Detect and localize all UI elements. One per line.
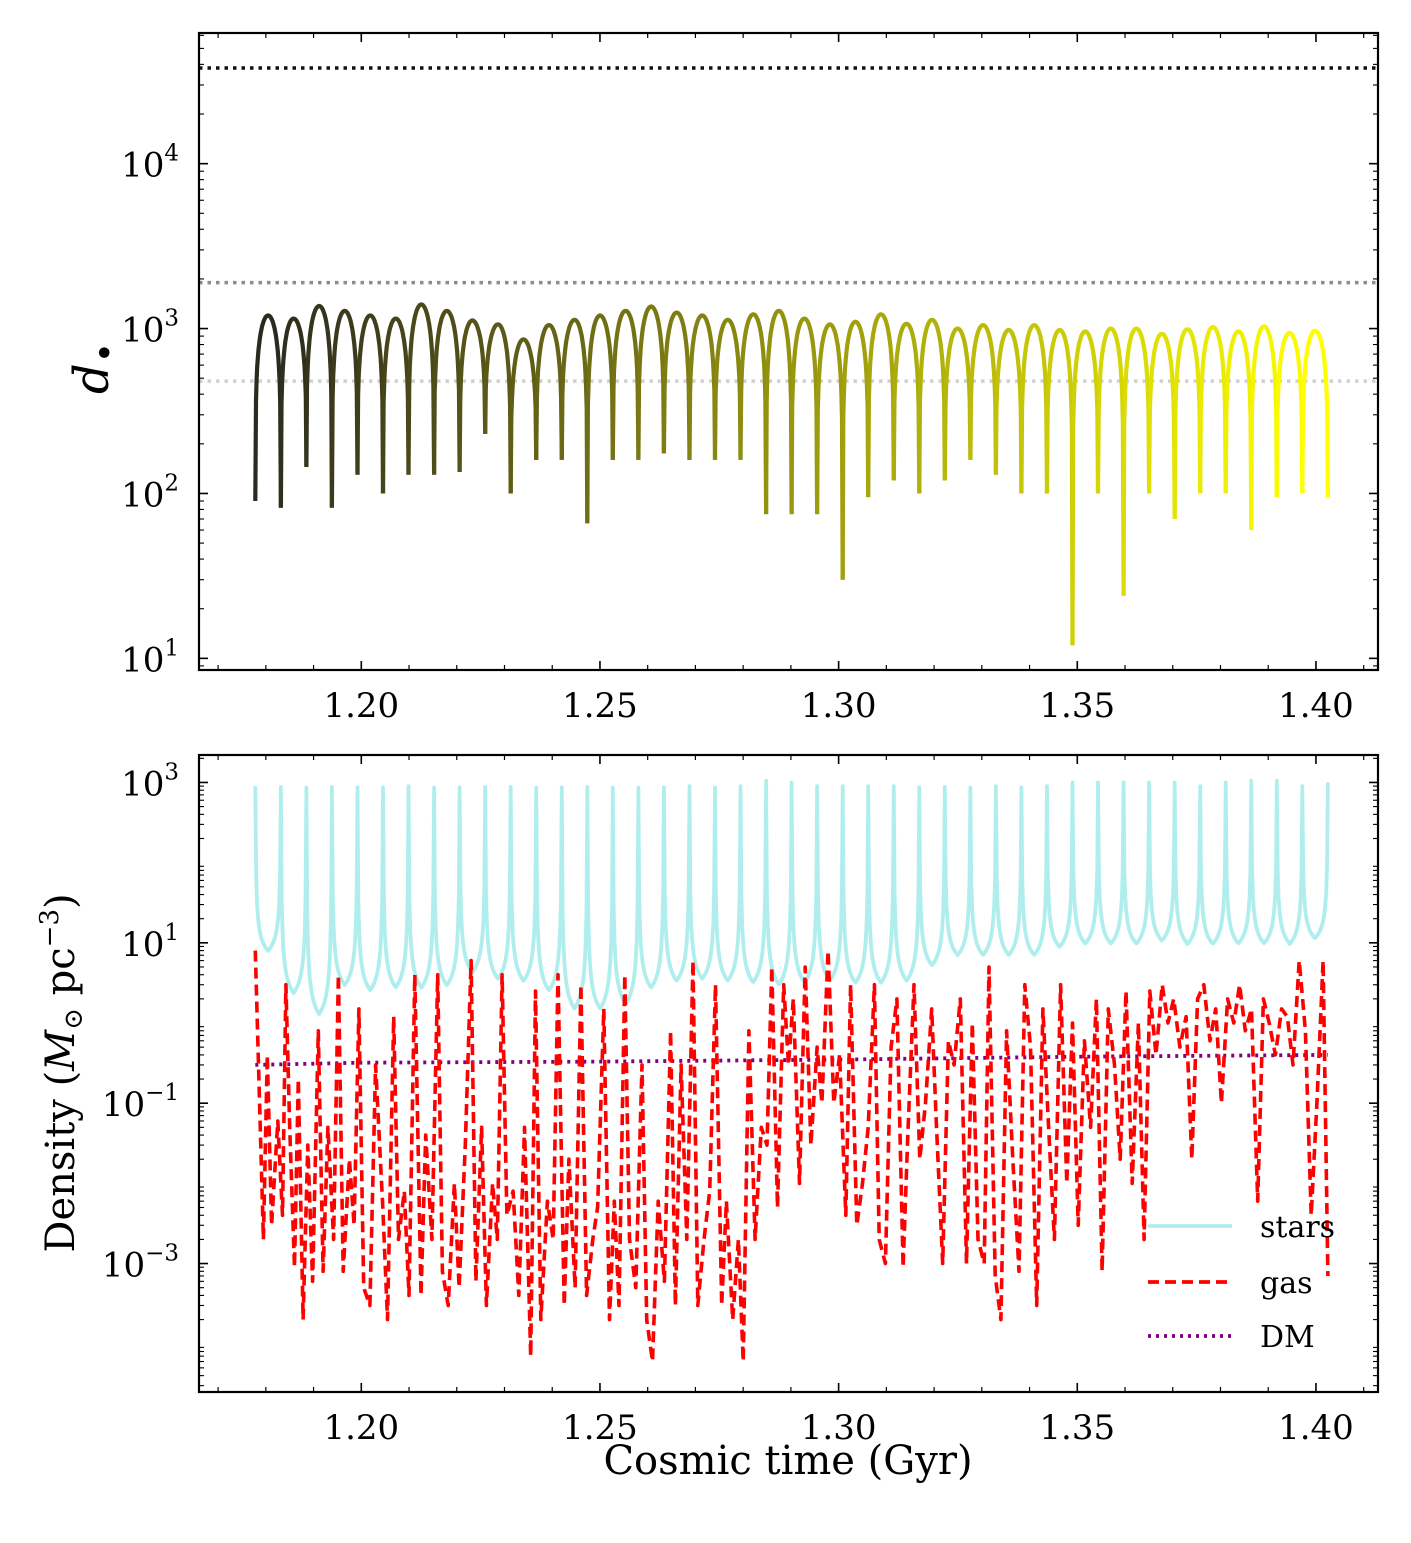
top-orbit-arch	[304, 303, 334, 508]
top-orbit-arch	[687, 313, 718, 460]
bottom-ytick-label: 103	[121, 759, 179, 804]
top-orbit-arch	[1249, 324, 1279, 531]
top-xtick-label: 1.25	[562, 686, 638, 726]
top-orbit-arch	[1121, 326, 1152, 596]
top-orbit-arch	[636, 304, 666, 460]
bottom-panel: 1.20 1.25 1.30 1.35 1.40 10−3 10−1 101 103 Densi…	[35, 753, 1380, 1484]
top-orbit-arch	[891, 321, 922, 494]
top-orbit-arch	[1070, 329, 1101, 646]
top-ytick-label: 103	[121, 306, 179, 351]
top-orbit-arch	[1147, 331, 1177, 520]
bottom-ylabel: Density (M⊙ pc−3)	[35, 893, 89, 1252]
legend-dm-label: DM	[1260, 1320, 1315, 1355]
top-orbit-arch	[917, 317, 947, 494]
bottom-xtick-label: 1.40	[1278, 1408, 1354, 1448]
top-ytick-label: 104	[121, 141, 179, 186]
top-orbit-arch	[764, 308, 794, 515]
top-ytick-label: 102	[121, 470, 179, 515]
top-orbit-arch	[968, 323, 998, 475]
top-orbit-arch	[585, 313, 615, 524]
top-orbit-arch	[508, 337, 539, 494]
top-orbit-arch	[1274, 330, 1305, 498]
bottom-xlabel: Cosmic time (Gyr)	[603, 1438, 972, 1484]
top-axes-frame	[197, 31, 1380, 672]
top-orbit-arch	[738, 312, 769, 515]
top-orbit-arch	[789, 316, 820, 515]
top-panel: 1.20 1.25 1.30 1.35 1.40 101 102 103 104 d•	[64, 31, 1380, 726]
bottom-density-curves	[253, 778, 1330, 1364]
top-orbit-arch	[1223, 329, 1254, 531]
top-orbit-arch	[1019, 323, 1050, 494]
top-orbit-arch	[559, 317, 590, 524]
top-orbit-arch	[534, 323, 564, 460]
top-orbit-arch	[942, 326, 973, 481]
series-stars-line	[253, 778, 1330, 1016]
top-xtick-label: 1.40	[1278, 686, 1354, 726]
legend-stars-label: stars	[1260, 1210, 1335, 1245]
series-gas-line	[253, 948, 1330, 1364]
bottom-xtick-label: 1.20	[323, 1408, 399, 1448]
top-orbit-arch	[380, 316, 411, 494]
top-xtick-label: 1.30	[801, 686, 877, 726]
bottom-xtick-label: 1.30	[801, 1408, 877, 1448]
bottom-xtick-label: 1.25	[562, 1408, 638, 1448]
bottom-xtick-label: 1.35	[1039, 1408, 1115, 1448]
bottom-ytick-label: 101	[121, 920, 179, 965]
top-orbit-arch	[278, 316, 309, 508]
top-orbit-arch	[840, 319, 871, 580]
legend: stars gas DM	[1148, 1210, 1335, 1355]
top-orbit-arch	[406, 302, 437, 475]
top-ylabel: d•	[64, 342, 127, 394]
top-xtick-label: 1.20	[323, 686, 399, 726]
top-orbit-arch	[432, 308, 462, 475]
top-orbit-arch	[1300, 328, 1330, 498]
bottom-axes-frame	[197, 753, 1380, 1394]
top-orbit-arch	[712, 317, 743, 460]
top-orbit-arch	[610, 308, 641, 460]
series-dm-line	[255, 1053, 1328, 1067]
top-orbit-arch	[1044, 327, 1075, 646]
top-ytick-label: 101	[121, 635, 179, 680]
legend-gas-label: gas	[1260, 1266, 1313, 1301]
top-orbit-arch	[993, 327, 1024, 494]
top-orbit-arch	[355, 313, 386, 494]
top-orbit-arch	[1095, 326, 1126, 596]
top-orbit-arch	[815, 322, 845, 580]
bottom-axis-ticks: 1.20 1.25 1.30 1.35 1.40 10−3 10−1 101 103	[102, 755, 1378, 1448]
bottom-ytick-label: 10−3	[102, 1241, 179, 1286]
top-xtick-label: 1.35	[1039, 686, 1115, 726]
top-orbit-arch	[866, 312, 896, 498]
top-orbit-arch	[483, 322, 513, 494]
top-orbit-arch	[1172, 327, 1203, 520]
top-orbit-arch	[661, 310, 692, 460]
top-orbit-arch	[1198, 325, 1228, 494]
top-orbit-arch	[457, 318, 488, 473]
top-orbit-arch	[329, 308, 360, 508]
top-separation-curve	[253, 302, 1330, 646]
bottom-ytick-label: 10−1	[102, 1080, 179, 1125]
top-orbit-arch	[253, 313, 283, 508]
